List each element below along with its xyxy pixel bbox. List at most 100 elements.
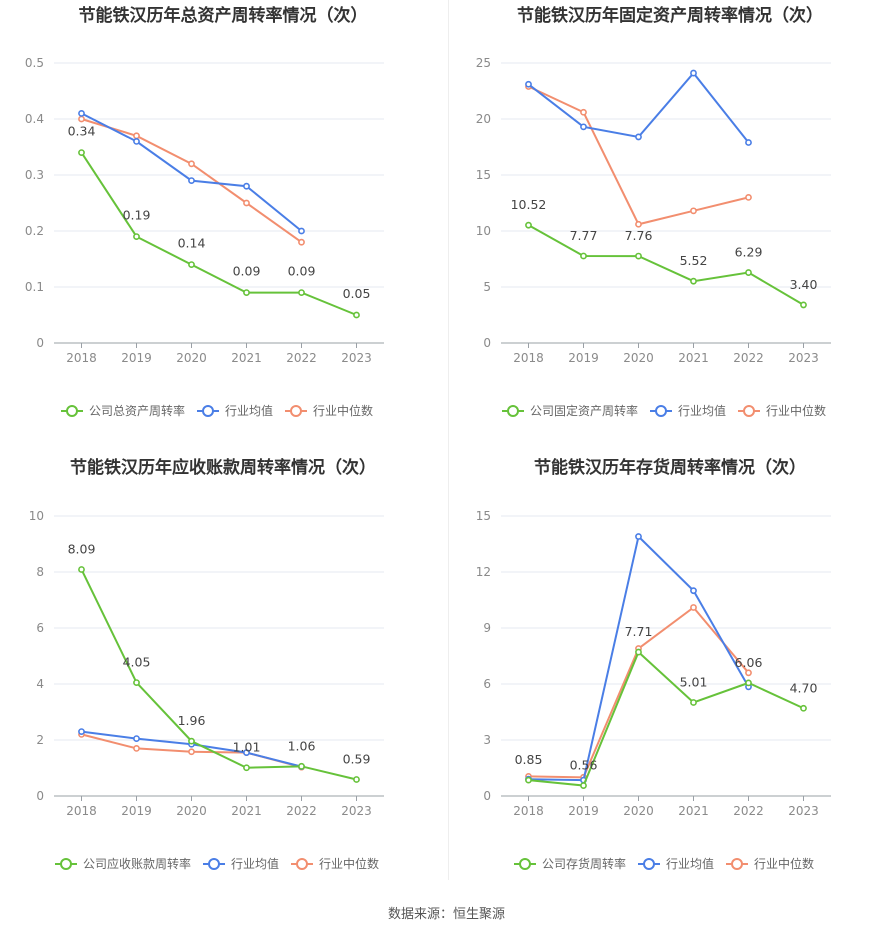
data-source: 数据来源：恒生聚源 xyxy=(387,907,505,922)
x-tick-label: 2018 xyxy=(513,351,544,365)
x-tick-label: 2022 xyxy=(733,351,764,365)
y-tick-label: 12 xyxy=(476,565,491,579)
chart-panel-inventory-turnover: 节能铁汉历年存货周转率情况（次） 0 3 6 9 12 15 2018 2019 2020 2021… xyxy=(447,453,893,908)
x-tick-label: 2023 xyxy=(788,351,819,365)
legend-item-median: 行业中位数 xyxy=(726,856,814,871)
data-label: 5.01 xyxy=(680,674,708,689)
data-label: 6.29 xyxy=(735,245,763,260)
legend-label: 行业中位数 xyxy=(766,403,826,418)
x-tick-label: 2021 xyxy=(231,804,262,818)
legend-item-median: 行业中位数 xyxy=(285,403,373,418)
data-point-company xyxy=(580,252,587,260)
data-point-median xyxy=(690,604,697,611)
y-tick-label: 0 xyxy=(483,336,491,350)
y-tick-label: 0 xyxy=(483,789,491,803)
y-tick-label: 4 xyxy=(36,677,44,691)
y-tick-label: 3 xyxy=(483,733,491,747)
legend-label: 行业中位数 xyxy=(313,403,373,418)
series-line-company xyxy=(528,224,805,306)
y-tick-label: 6 xyxy=(36,621,44,635)
legend-label: 公司总资产周转率 xyxy=(89,403,185,418)
x-tick-label: 2019 xyxy=(121,351,152,365)
legend-label: 行业中位数 xyxy=(319,856,379,871)
data-point-avg xyxy=(133,137,140,145)
data-point-company xyxy=(690,699,697,706)
series-line-company xyxy=(528,650,804,787)
legend-item-avg: 行业均值 xyxy=(203,856,279,871)
x-tick-label: 2021 xyxy=(678,804,709,818)
data-point-median xyxy=(78,115,85,123)
data-point-company xyxy=(133,233,140,240)
data-point-company xyxy=(525,221,532,229)
legend-marker xyxy=(60,858,72,870)
x-tick-label: 2021 xyxy=(678,351,709,365)
y-tick-label: 10 xyxy=(476,224,491,238)
series-line-avg xyxy=(81,112,303,232)
chart-title: 节能铁汉历年存货周转率情况（次） xyxy=(534,457,806,478)
data-point-company xyxy=(78,149,85,156)
data-point-avg xyxy=(690,587,697,595)
y-tick-label: 20 xyxy=(476,112,491,126)
data-point-avg xyxy=(78,110,85,117)
data-label: 0.85 xyxy=(515,752,543,767)
data-point-avg xyxy=(243,749,250,756)
y-tick-label: 0 xyxy=(36,789,44,803)
data-point-median xyxy=(745,669,752,677)
legend-marker xyxy=(290,405,302,417)
data-label: 0.19 xyxy=(123,208,151,223)
x-tick-label: 2020 xyxy=(176,804,207,818)
data-point-company xyxy=(745,679,752,687)
data-point-avg xyxy=(78,728,85,735)
y-tick-label: 2 xyxy=(36,733,44,747)
legend-marker xyxy=(655,405,667,417)
y-tick-label: 0.4 xyxy=(25,112,44,126)
data-point-company xyxy=(525,776,532,784)
data-point-avg xyxy=(525,80,532,88)
data-label: 10.52 xyxy=(511,197,547,212)
data-point-company xyxy=(353,776,360,783)
data-point-median xyxy=(635,220,642,228)
legend-label: 公司固定资产周转率 xyxy=(530,403,638,418)
data-point-avg xyxy=(580,123,587,131)
series-line-company xyxy=(80,152,357,316)
x-tick-label: 2019 xyxy=(568,804,599,818)
legend-marker xyxy=(519,858,531,870)
x-tick-label: 2020 xyxy=(623,351,654,365)
data-point-median xyxy=(580,108,587,116)
legend-item-avg: 行业均值 xyxy=(638,856,714,871)
y-tick-label: 15 xyxy=(476,509,491,523)
chart-title: 节能铁汉历年固定资产周转率情况（次） xyxy=(517,5,823,26)
data-label: 0.56 xyxy=(570,758,598,773)
chart-panel-total-asset-turnover: 节能铁汉历年总资产周转率情况（次） 0 0.1 0.2 0.3 0.4 0.5 2018 201… xyxy=(0,0,446,455)
legend-item-median: 行业中位数 xyxy=(738,403,826,418)
x-tick-label: 2018 xyxy=(66,351,97,365)
legend-item-company: 公司存货周转率 xyxy=(514,856,626,871)
panel-divider xyxy=(448,0,449,880)
data-point-company xyxy=(243,764,250,772)
data-point-avg xyxy=(635,133,642,141)
legend-item-company: 公司固定资产周转率 xyxy=(502,403,638,418)
data-point-avg xyxy=(133,735,140,742)
data-label: 0.14 xyxy=(178,236,206,251)
data-label: 0.09 xyxy=(288,264,316,279)
data-point-median xyxy=(745,193,752,201)
chart-title: 节能铁汉历年总资产周转率情况（次） xyxy=(79,5,368,26)
x-tick-label: 2019 xyxy=(121,804,152,818)
legend-marker xyxy=(66,405,78,417)
legend-label: 行业均值 xyxy=(225,403,273,418)
data-point-median xyxy=(133,132,140,140)
series-line-avg xyxy=(527,71,750,144)
data-label: 8.09 xyxy=(68,541,96,556)
data-point-avg xyxy=(745,139,752,146)
data-label: 7.71 xyxy=(625,624,653,639)
data-point-company xyxy=(298,762,305,770)
data-point-company xyxy=(635,252,642,260)
legend-marker xyxy=(507,405,519,417)
data-point-median xyxy=(690,207,697,215)
chart-title: 节能铁汉历年应收账款周转率情况（次） xyxy=(70,457,376,478)
data-point-company xyxy=(745,269,752,276)
x-tick-label: 2018 xyxy=(66,804,97,818)
chart-panel-receivables-turnover: 节能铁汉历年应收账款周转率情况（次） 0 2 4 6 8 10 2018 2019 2020 202… xyxy=(0,453,446,908)
legend-label: 行业均值 xyxy=(231,856,279,871)
y-tick-label: 0.3 xyxy=(25,168,44,182)
